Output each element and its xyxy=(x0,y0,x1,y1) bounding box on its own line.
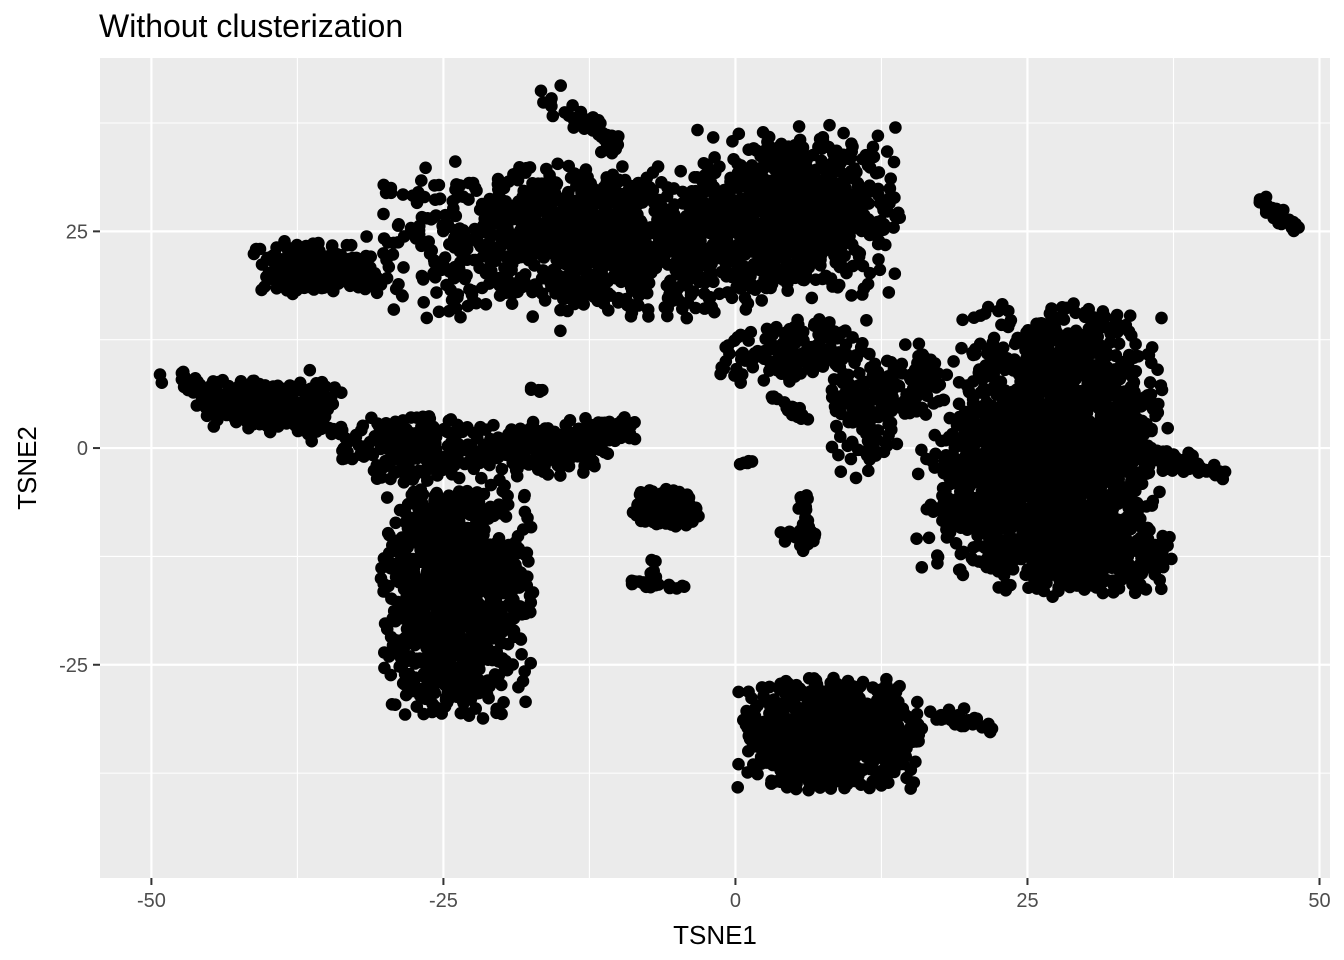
x-axis-title: TSNE1 xyxy=(673,920,757,950)
y-tick-label: 0 xyxy=(77,438,88,460)
y-axis-title: TSNE2 xyxy=(12,426,42,510)
chart-title: Without clusterization xyxy=(99,8,404,44)
x-axis: -50 -25 0 25 50 xyxy=(137,878,1331,912)
data-point-markers xyxy=(153,79,1305,797)
y-tick-label: 25 xyxy=(66,221,88,243)
minor-gridlines xyxy=(100,58,1330,878)
x-tick-label: -50 xyxy=(137,890,166,912)
x-tick-label: 50 xyxy=(1308,890,1330,912)
x-tick-label: 0 xyxy=(730,890,741,912)
y-axis: -25 0 25 xyxy=(59,221,100,677)
x-tick-label: 25 xyxy=(1016,890,1038,912)
y-tick-label: -25 xyxy=(59,655,88,677)
x-tick-label: -25 xyxy=(429,890,458,912)
data-points xyxy=(153,79,1305,797)
